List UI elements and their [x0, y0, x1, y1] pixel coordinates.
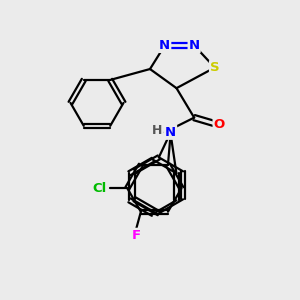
Text: N: N	[159, 39, 170, 52]
Text: N: N	[189, 39, 200, 52]
Text: N: N	[165, 126, 176, 139]
Text: F: F	[132, 229, 141, 242]
Text: H: H	[152, 124, 163, 137]
Text: S: S	[210, 61, 220, 74]
Text: Cl: Cl	[92, 182, 106, 195]
Text: O: O	[214, 118, 225, 131]
